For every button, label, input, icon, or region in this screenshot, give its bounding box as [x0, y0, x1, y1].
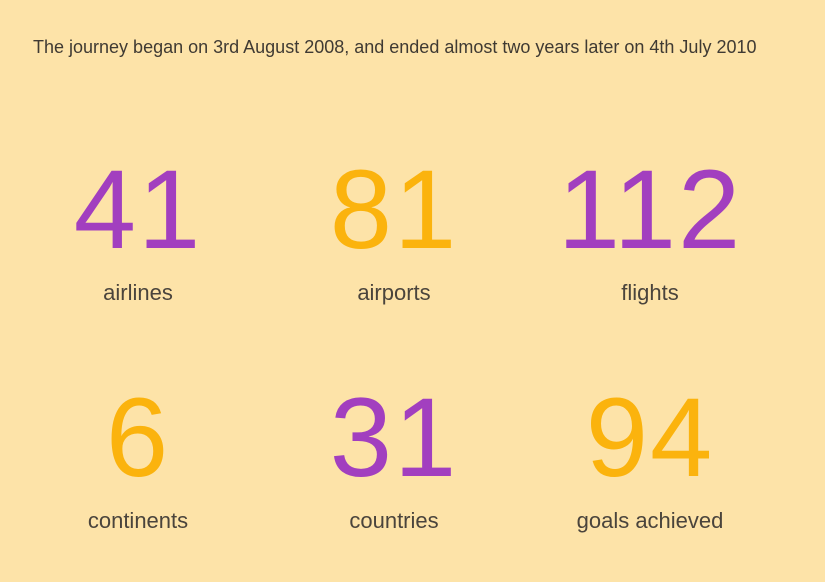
stat-flights: 112 flights [525, 154, 775, 306]
stat-continents: 6 continents [13, 382, 263, 534]
stat-value: 41 [73, 147, 203, 272]
stat-airports: 81 airports [269, 154, 519, 306]
stat-label: flights [621, 280, 679, 305]
stat-value: 94 [585, 375, 715, 500]
stat-value: 81 [329, 147, 459, 272]
stat-goals-achieved: 94 goals achieved [525, 382, 775, 534]
stat-countries: 31 countries [269, 382, 519, 534]
stat-label: airlines [103, 280, 173, 305]
stat-airlines: 41 airlines [13, 154, 263, 306]
stat-label: airports [357, 280, 431, 305]
stat-label: countries [349, 508, 439, 533]
stat-value: 6 [105, 375, 171, 500]
stat-label: continents [87, 508, 189, 533]
intro-text: The journey began on 3rd August 2008, an… [33, 37, 757, 57]
stat-value: 31 [329, 375, 459, 500]
stat-value: 112 [557, 147, 743, 272]
stat-label: goals achieved [576, 508, 724, 533]
